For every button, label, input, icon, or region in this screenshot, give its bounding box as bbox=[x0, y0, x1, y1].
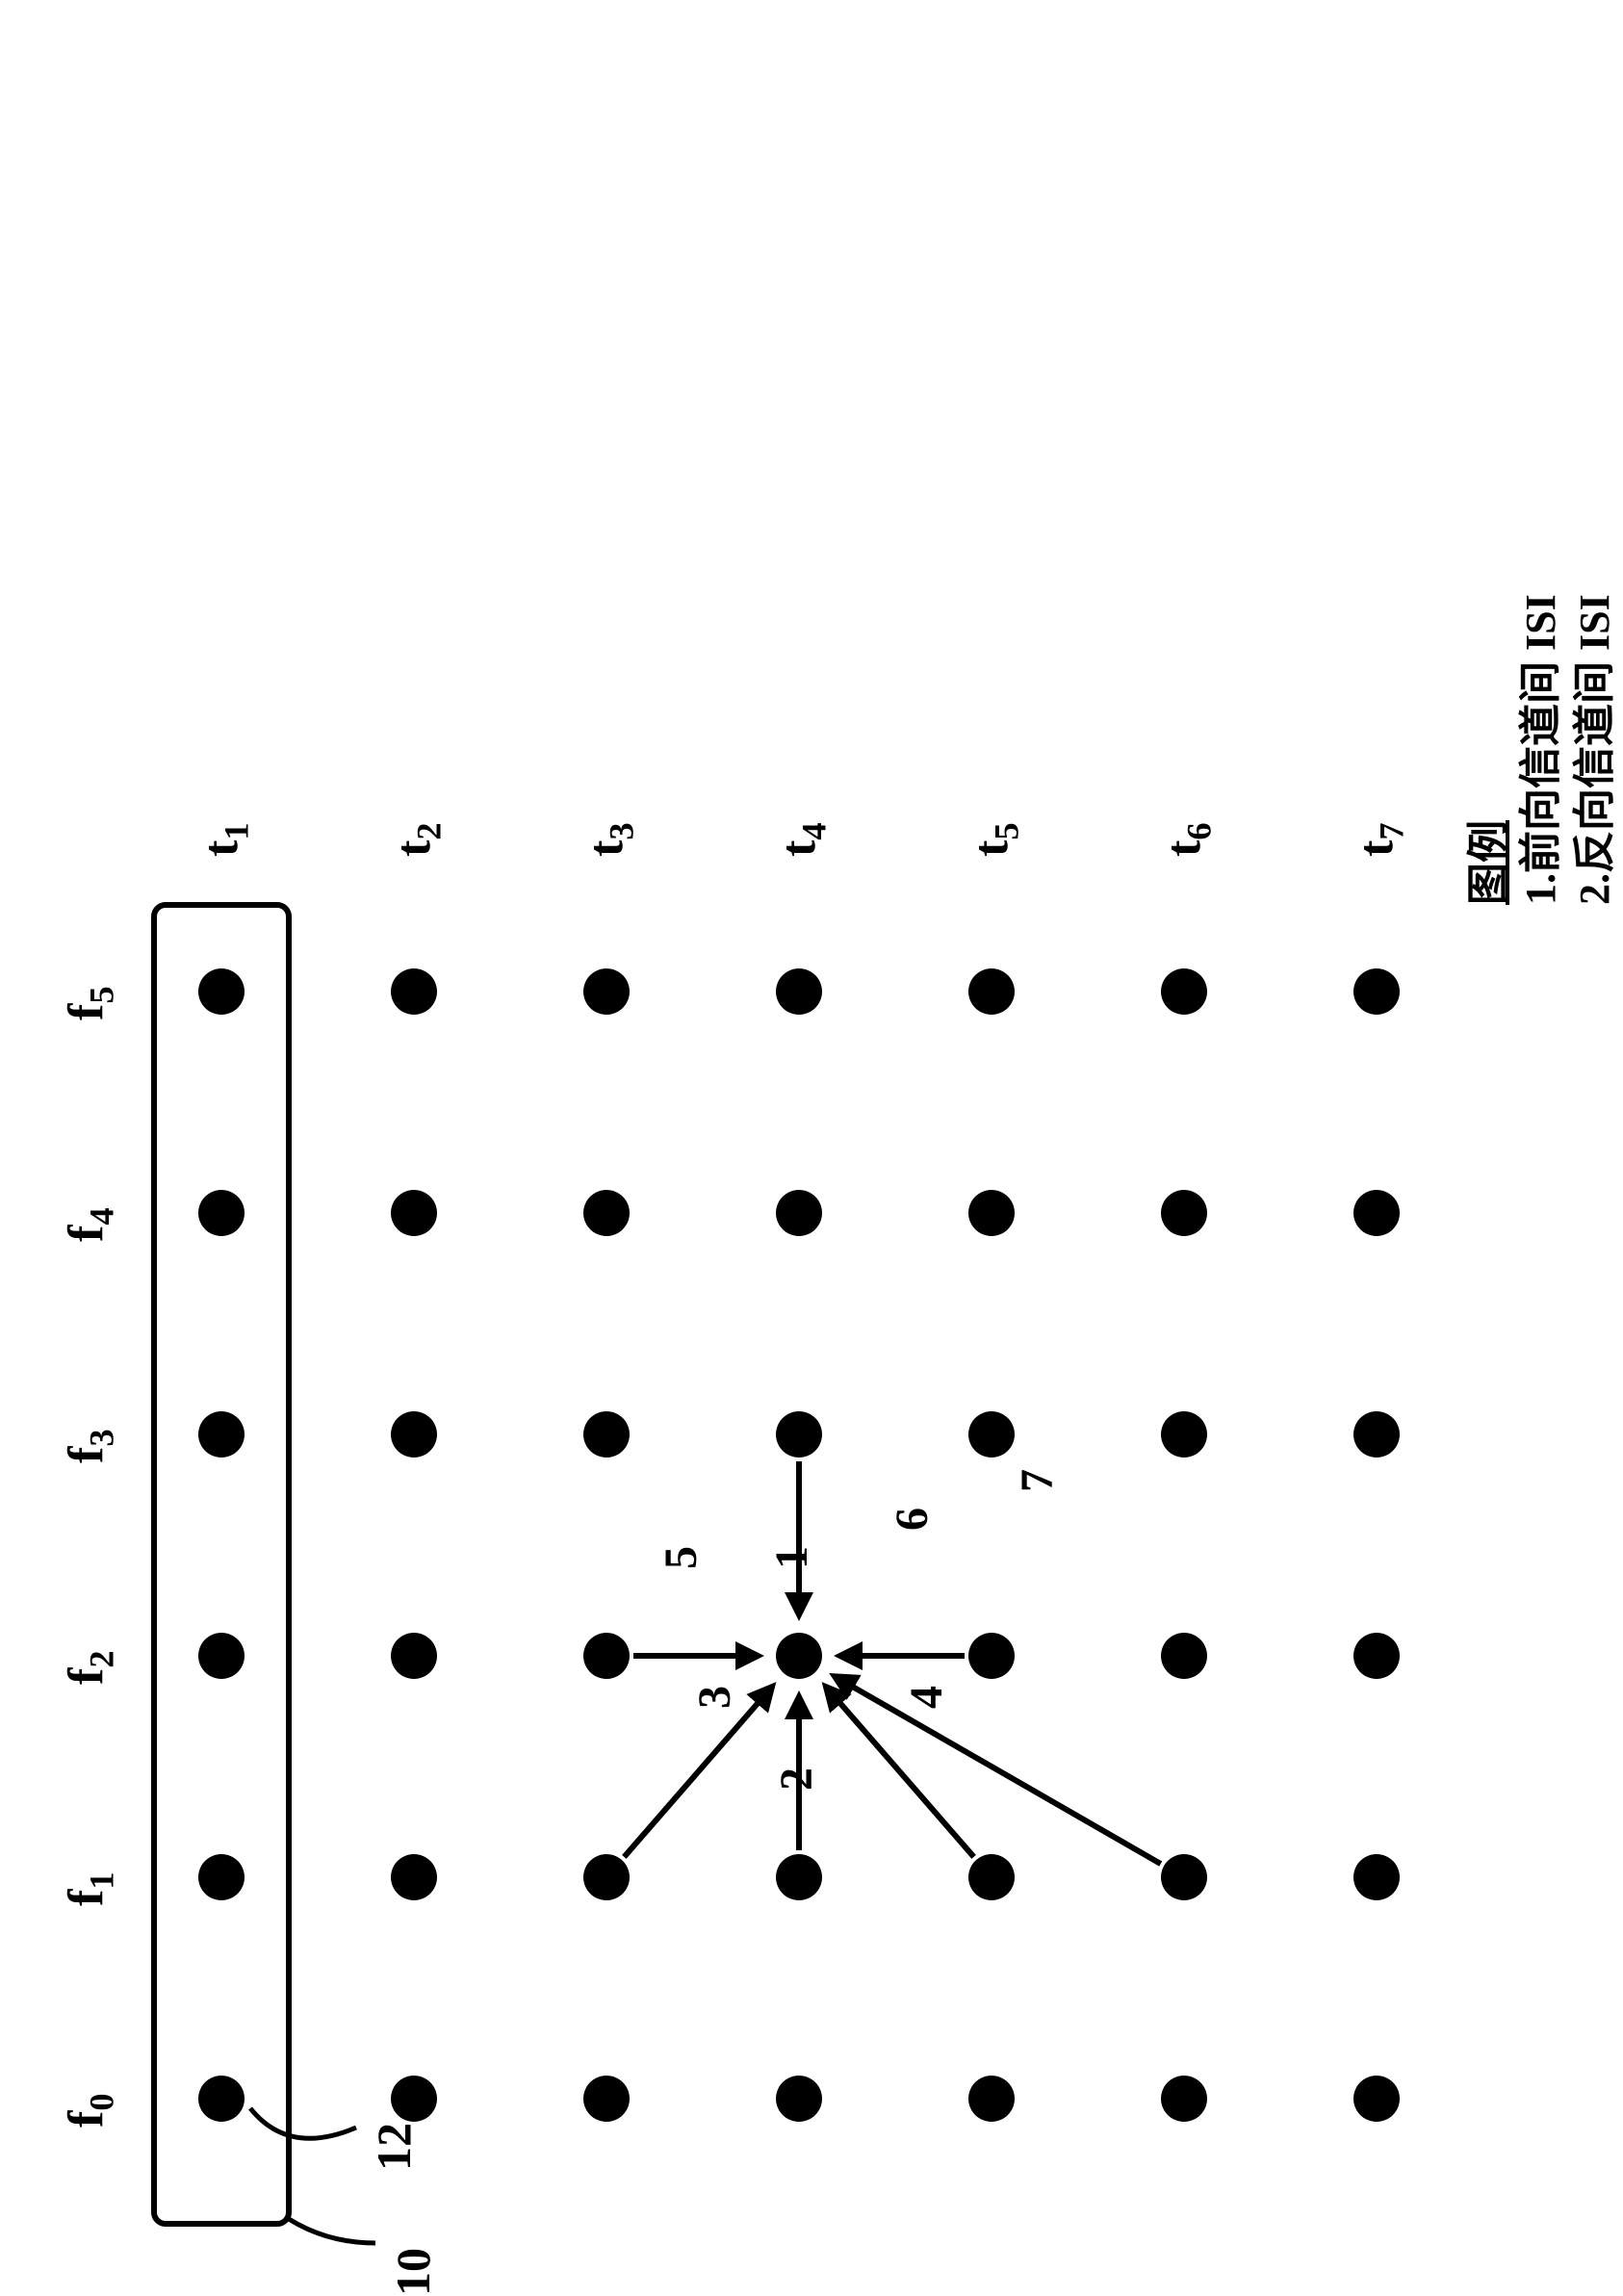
arrow-label-6: 6 bbox=[886, 1508, 939, 1531]
grid-dot bbox=[1161, 1411, 1207, 1458]
freq-label: f2 bbox=[58, 1650, 121, 1685]
grid-dot bbox=[1353, 1190, 1400, 1236]
grid-dot bbox=[1353, 1854, 1400, 1900]
time-label: t4 bbox=[770, 822, 834, 857]
grid-dot bbox=[968, 2076, 1015, 2122]
grid-dot bbox=[198, 1854, 245, 1900]
time-label: t2 bbox=[385, 822, 449, 857]
grid-dot bbox=[776, 1190, 822, 1236]
freq-label: f1 bbox=[58, 1871, 121, 1906]
grid-dot bbox=[968, 1190, 1015, 1236]
grid-dot bbox=[1353, 2076, 1400, 2122]
grid-dot bbox=[198, 1190, 245, 1236]
grid-dot bbox=[198, 968, 245, 1015]
grid-dot bbox=[391, 1633, 437, 1679]
time-label: t1 bbox=[193, 822, 256, 857]
arrow-label-2: 2 bbox=[770, 1767, 823, 1791]
grid-dot bbox=[1353, 968, 1400, 1015]
grid-dot bbox=[776, 1411, 822, 1458]
grid-dot bbox=[968, 1854, 1015, 1900]
arrow-label-5: 5 bbox=[655, 1546, 708, 1569]
grid-dot bbox=[198, 1633, 245, 1679]
freq-label: f0 bbox=[58, 2093, 121, 2128]
arrow-label-3: 3 bbox=[688, 1686, 741, 1709]
leader-10 bbox=[289, 2219, 375, 2243]
grid-dot bbox=[1353, 1633, 1400, 1679]
time-label: t6 bbox=[1155, 822, 1219, 857]
grid-dot bbox=[583, 968, 630, 1015]
time-label: t3 bbox=[578, 822, 641, 857]
grid-dot bbox=[1161, 1190, 1207, 1236]
time-label: t5 bbox=[963, 822, 1026, 857]
legend: 图例1.前向信道间 ISI2.反向信道间 ISI3.前向块间 ISI4.反向块间… bbox=[1463, 464, 1623, 905]
legend-item: 2.反向信道间 ISI bbox=[1569, 464, 1621, 905]
grid-dot bbox=[583, 2076, 630, 2122]
grid-dot bbox=[776, 1633, 822, 1679]
grid-dot bbox=[391, 968, 437, 1015]
grid-dot bbox=[583, 1633, 630, 1679]
grid-dot bbox=[968, 1411, 1015, 1458]
freq-label: f3 bbox=[58, 1429, 121, 1463]
grid-dot bbox=[776, 968, 822, 1015]
grid-dot bbox=[198, 2076, 245, 2122]
grid-dot bbox=[1161, 1854, 1207, 1900]
grid-dot bbox=[391, 1411, 437, 1458]
grid-dot bbox=[1161, 2076, 1207, 2122]
column-box bbox=[154, 905, 289, 2224]
label-12: 12 bbox=[366, 2123, 422, 2171]
arrow-label-4: 4 bbox=[900, 1686, 953, 1709]
time-label: t7 bbox=[1348, 822, 1411, 857]
legend-item: 1.前向信道间 ISI bbox=[1515, 464, 1567, 905]
arrow-label-7: 7 bbox=[1011, 1469, 1064, 1492]
leader-12 bbox=[250, 2108, 356, 2138]
grid-dot bbox=[1161, 968, 1207, 1015]
freq-label: f4 bbox=[58, 1207, 121, 1242]
legend-title: 图例 bbox=[1463, 464, 1515, 905]
isi-arrow-7 bbox=[834, 1676, 1160, 1864]
grid-dot bbox=[776, 2076, 822, 2122]
grid-dot bbox=[583, 1854, 630, 1900]
grid-dot bbox=[391, 1190, 437, 1236]
grid-dot bbox=[583, 1411, 630, 1458]
label-10: 10 bbox=[385, 2248, 441, 2296]
grid-dot bbox=[391, 2076, 437, 2122]
grid-dot bbox=[198, 1411, 245, 1458]
grid-dot bbox=[391, 1854, 437, 1900]
isi-arrow-5 bbox=[624, 1687, 772, 1857]
diagram-canvas bbox=[0, 0, 1623, 2257]
grid-dot bbox=[583, 1190, 630, 1236]
grid-dot bbox=[776, 1854, 822, 1900]
grid-dot bbox=[1161, 1633, 1207, 1679]
freq-label: f5 bbox=[58, 986, 121, 1020]
grid-dot bbox=[968, 1633, 1015, 1679]
grid-dot bbox=[968, 968, 1015, 1015]
arrow-label-1: 1 bbox=[765, 1546, 818, 1569]
grid-dot bbox=[1353, 1411, 1400, 1458]
